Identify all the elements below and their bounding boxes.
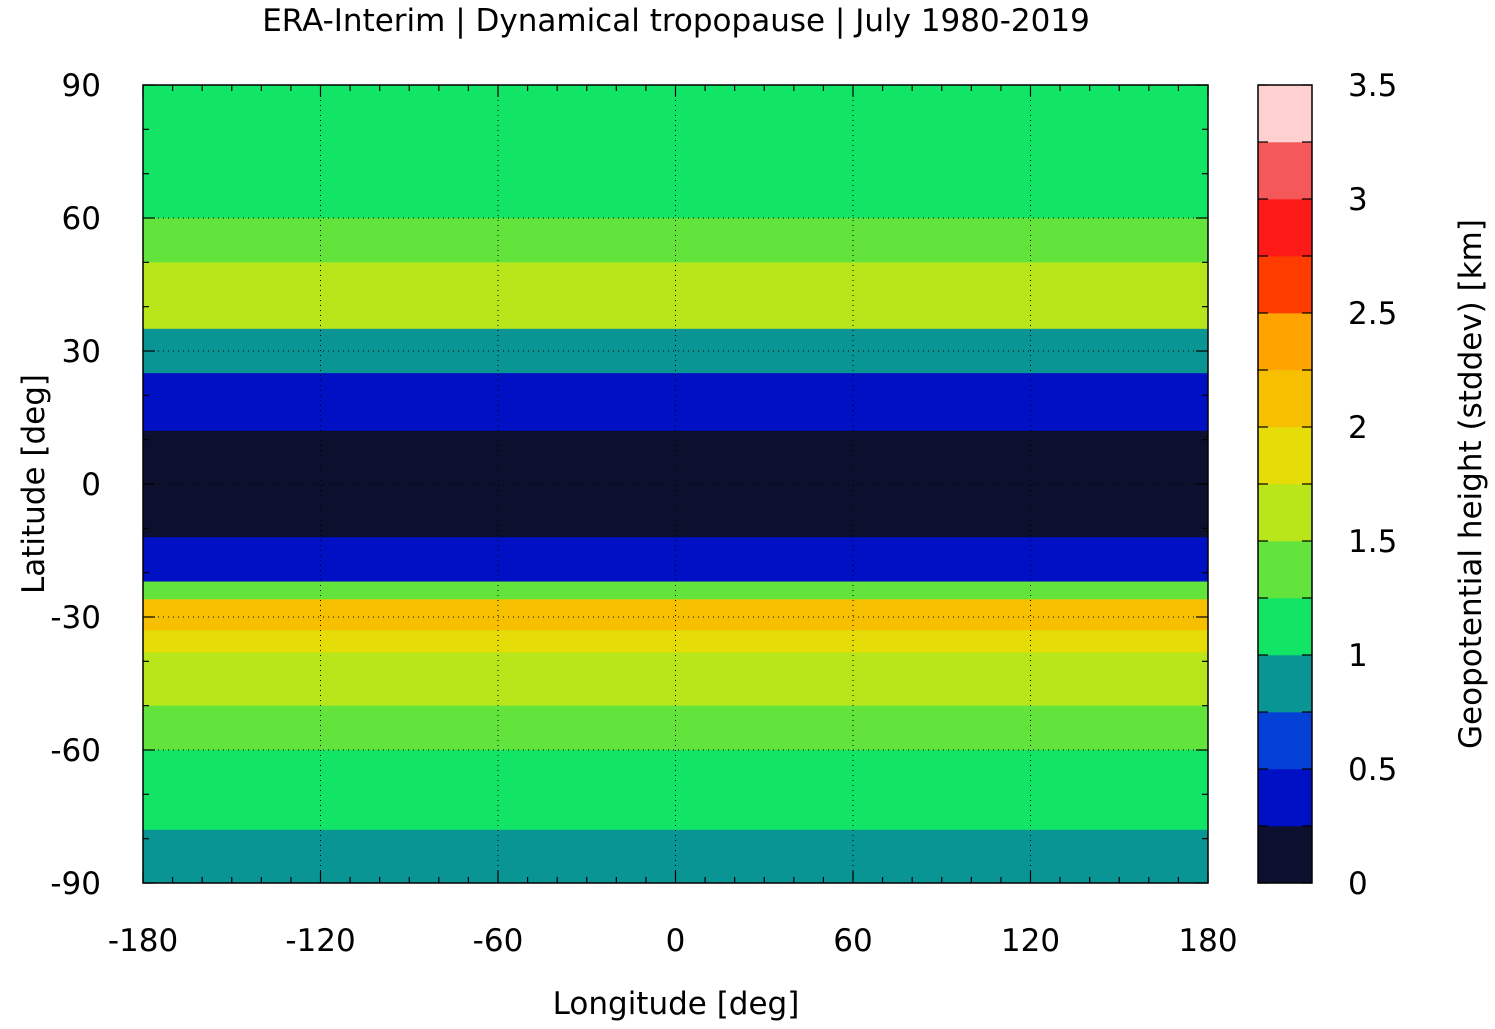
y-tick-label: -60: [50, 733, 101, 769]
y-tick-label: 90: [62, 68, 101, 104]
y-tick-label: -30: [50, 600, 101, 636]
y-axis: 90 60 30 0 -30 -60 -90: [50, 68, 101, 902]
band-11: [143, 652, 1208, 707]
band-10: [143, 630, 1208, 653]
colorbar-swatch: [1258, 199, 1312, 257]
band-4: [143, 328, 1208, 374]
colorbar-swatch: [1258, 826, 1312, 884]
y-tick-label: 30: [62, 334, 101, 370]
colorbar-tick-label: 1: [1348, 638, 1368, 674]
x-tick-label: -60: [473, 923, 524, 959]
band-7: [143, 537, 1208, 583]
x-tick-label: 180: [1178, 923, 1237, 959]
colorbar-swatch: [1258, 541, 1312, 599]
grid: [143, 85, 1208, 883]
colorbar-swatch: [1258, 142, 1312, 200]
x-tick-label: 0: [666, 923, 686, 959]
band-12: [143, 705, 1208, 751]
band-6: [143, 430, 1208, 538]
y-axis-label: Latitude [deg]: [16, 374, 52, 594]
colorbar-tick-label: 3.5: [1348, 68, 1397, 104]
y-tick-label: 0: [81, 467, 101, 503]
colorbar-swatch: [1258, 85, 1312, 143]
colorbar: 0 0.5 1 1.5 2 2.5 3 3.5: [1257, 68, 1397, 902]
x-tick-label: 60: [833, 923, 872, 959]
plot-frame: [142, 84, 1209, 884]
band-1: [143, 129, 1208, 219]
colorbar-tick-label: 3: [1348, 182, 1368, 218]
colorbar-tick-label: 0: [1348, 866, 1368, 902]
colorbar-tick-label: 0.5: [1348, 752, 1397, 788]
colorbar-swatch: [1258, 484, 1312, 542]
colorbar-label: Geopotential height (stddev) [km]: [1453, 219, 1489, 749]
colorbar-swatch: [1258, 256, 1312, 314]
colorbar-swatch: [1258, 769, 1312, 827]
colorbar-swatch: [1258, 427, 1312, 485]
colorbar-swatch: [1258, 598, 1312, 656]
colorbar-swatch: [1258, 313, 1312, 371]
y-tick-label: 60: [62, 201, 101, 237]
chart-title: ERA-Interim | Dynamical tropopause | Jul…: [262, 3, 1090, 39]
x-axis-label: Longitude [deg]: [553, 986, 800, 1022]
x-axis: -180 -120 -60 0 60 120 180: [108, 923, 1238, 959]
colorbar-tick-label: 2: [1348, 410, 1368, 446]
x-tick-label: 120: [1001, 923, 1060, 959]
x-tick-label: -120: [285, 923, 355, 959]
x-tick-label: -180: [108, 923, 178, 959]
colorbar-tick-label: 2.5: [1348, 296, 1397, 332]
colorbar-swatch: [1258, 712, 1312, 770]
band-5: [143, 373, 1208, 432]
colorbar-swatch: [1258, 370, 1312, 428]
colorbar-tick-label: 1.5: [1348, 524, 1397, 560]
y-tick-label: -90: [50, 866, 101, 902]
colorbar-swatch: [1258, 655, 1312, 713]
